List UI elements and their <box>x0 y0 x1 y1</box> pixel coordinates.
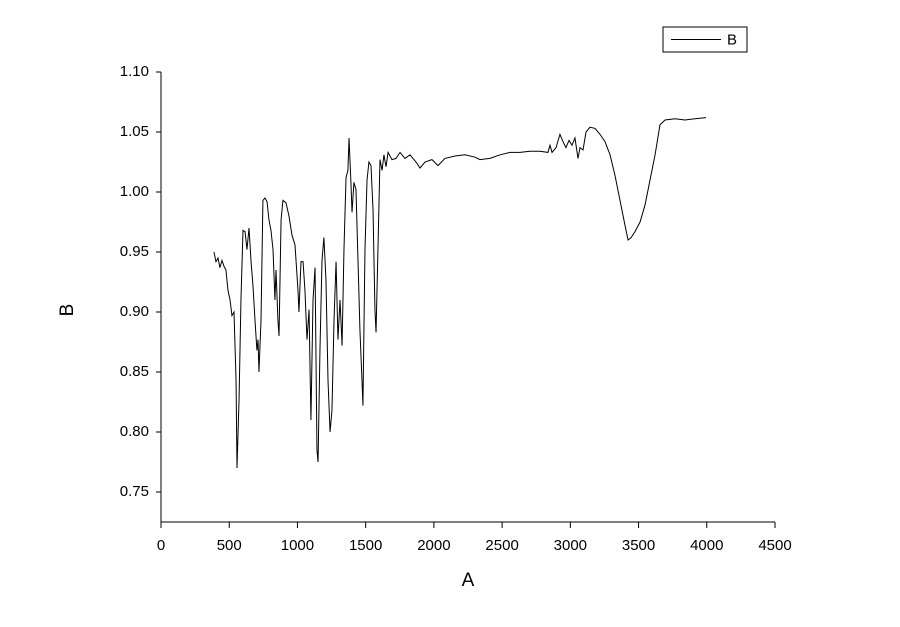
y-tick-label: 0.75 <box>120 483 149 500</box>
x-axis-title: A <box>462 570 475 591</box>
x-tick-label: 1500 <box>349 537 382 554</box>
x-tick-label: 2000 <box>417 537 450 554</box>
y-tick-label: 0.80 <box>120 423 149 440</box>
x-tick-label: 4500 <box>758 537 791 554</box>
y-tick-label: 0.95 <box>120 243 149 260</box>
x-tick-label: 3500 <box>622 537 655 554</box>
x-tick-label: 3000 <box>554 537 587 554</box>
y-tick-label: 0.85 <box>120 363 149 380</box>
x-tick-label: 1000 <box>281 537 314 554</box>
x-tick-label: 2500 <box>485 537 518 554</box>
x-tick-label: 0 <box>157 537 165 554</box>
x-tick-label: 500 <box>217 537 242 554</box>
legend-label: B <box>727 31 737 48</box>
y-tick-label: 1.00 <box>120 183 149 200</box>
x-tick-label: 4000 <box>690 537 723 554</box>
series-line <box>213 117 707 469</box>
y-tick-label: 0.90 <box>120 303 149 320</box>
y-tick-label: 1.05 <box>120 123 149 140</box>
y-axis-title: B <box>57 304 78 317</box>
y-tick-label: 1.10 <box>120 63 149 80</box>
